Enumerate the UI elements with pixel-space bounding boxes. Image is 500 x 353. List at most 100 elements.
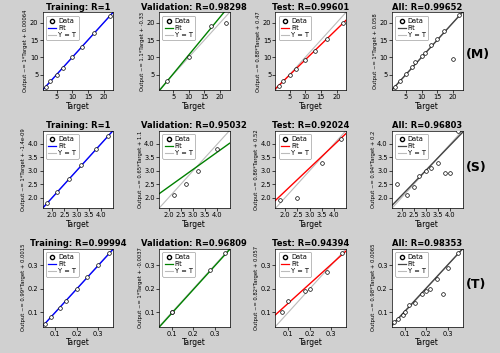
Point: [47, 314, 55, 320]
Y-axis label: Output ~= 0.98*Target + 0.0065: Output ~= 0.98*Target + 0.0065: [370, 244, 376, 331]
Point: [433, 276, 441, 282]
Legend: Data, Fit, Y = T: Data, Fit, Y = T: [395, 16, 428, 40]
Point: [439, 291, 447, 297]
Point: [310, 48, 318, 54]
Point: [418, 291, 426, 297]
Point: [194, 168, 202, 174]
Legend: Data, Fit, Y = T: Data, Fit, Y = T: [279, 16, 312, 40]
Point: [185, 54, 193, 60]
X-axis label: Target: Target: [66, 102, 90, 111]
Point: [440, 29, 448, 34]
Title: Validation: R=0.95032: Validation: R=0.95032: [142, 121, 247, 130]
Point: [40, 321, 48, 327]
Point: [46, 79, 54, 84]
Point: [427, 42, 435, 48]
Y-axis label: Output ~= 0.86*Target + 0.52: Output ~= 0.86*Target + 0.52: [254, 129, 260, 210]
Point: [418, 53, 426, 58]
Point: [456, 13, 464, 18]
Point: [163, 79, 171, 84]
Point: [84, 274, 92, 280]
Point: [393, 181, 401, 187]
Y-axis label: Output ~= 1*Target + -0.0037: Output ~= 1*Target + -0.0037: [138, 247, 143, 328]
Point: [294, 195, 302, 201]
Title: Test: R=0.92024: Test: R=0.92024: [272, 121, 349, 130]
X-axis label: Target: Target: [299, 102, 322, 111]
Point: [400, 310, 408, 315]
Point: [276, 197, 284, 203]
X-axis label: Target: Target: [416, 220, 439, 229]
Point: [90, 30, 98, 36]
Y-axis label: Output ~= 0.99*Target + 0.0015: Output ~= 0.99*Target + 0.0015: [22, 244, 26, 331]
Legend: Data, Fit, Y = T: Data, Fit, Y = T: [395, 134, 428, 158]
Title: Validation: R=0.96809: Validation: R=0.96809: [142, 239, 247, 248]
Point: [412, 300, 420, 306]
Point: [427, 165, 435, 171]
Point: [449, 56, 457, 62]
Point: [53, 190, 61, 195]
Y-axis label: Output ~= 1*Target + 0.058: Output ~= 1*Target + 0.058: [373, 13, 378, 89]
Point: [72, 286, 80, 292]
Point: [280, 78, 287, 84]
Legend: Data, Fit, Y = T: Data, Fit, Y = T: [162, 134, 195, 158]
X-axis label: Target: Target: [182, 102, 206, 111]
X-axis label: Target: Target: [299, 220, 322, 229]
Point: [434, 160, 442, 166]
Point: [410, 184, 418, 190]
Point: [405, 303, 413, 308]
Point: [68, 54, 76, 60]
Point: [278, 310, 286, 315]
X-axis label: Target: Target: [416, 102, 439, 111]
Legend: Data, Fit, Y = T: Data, Fit, Y = T: [395, 252, 428, 277]
Legend: Data, Fit, Y = T: Data, Fit, Y = T: [162, 16, 195, 40]
Y-axis label: Output ~= 1*Target + 0.00064: Output ~= 1*Target + 0.00064: [24, 10, 28, 92]
Y-axis label: Output ~= 1*Target + -1.4e-09: Output ~= 1*Target + -1.4e-09: [22, 128, 26, 211]
Y-axis label: Output ~= 0.82*Target + 0.057: Output ~= 0.82*Target + 0.057: [254, 246, 260, 330]
Point: [168, 310, 176, 315]
Title: All: R=0.99652: All: R=0.99652: [392, 2, 462, 12]
Point: [78, 44, 86, 50]
X-axis label: Target: Target: [66, 220, 90, 229]
Point: [92, 146, 100, 152]
Point: [104, 133, 112, 139]
Point: [106, 13, 114, 19]
Title: Test: R=0.99601: Test: R=0.99601: [272, 2, 349, 12]
Point: [170, 192, 177, 198]
Point: [444, 265, 452, 270]
X-axis label: Target: Target: [66, 338, 90, 347]
Point: [222, 251, 230, 256]
Point: [292, 66, 300, 72]
Point: [306, 286, 314, 292]
Point: [408, 65, 416, 70]
Point: [339, 20, 347, 26]
Y-axis label: Output ~= 0.65*Target + 1.1: Output ~= 0.65*Target + 1.1: [138, 131, 143, 208]
Point: [274, 83, 282, 89]
Legend: Data, Fit, Y = T: Data, Fit, Y = T: [279, 134, 312, 158]
Point: [338, 251, 346, 256]
Y-axis label: Output ~= 0.94*Target + 0.2: Output ~= 0.94*Target + 0.2: [370, 131, 376, 208]
Point: [56, 305, 64, 311]
X-axis label: Target: Target: [299, 338, 322, 347]
Point: [94, 262, 102, 268]
Point: [105, 251, 113, 256]
Text: (T): (T): [466, 278, 486, 291]
Point: [66, 176, 74, 182]
Legend: Data, Fit, Y = T: Data, Fit, Y = T: [279, 252, 312, 277]
Text: (S): (S): [466, 161, 487, 174]
Point: [301, 57, 309, 62]
X-axis label: Target: Target: [416, 338, 439, 347]
Point: [396, 78, 404, 84]
Point: [323, 269, 331, 275]
Point: [52, 72, 60, 77]
X-axis label: Target: Target: [182, 220, 206, 229]
Legend: Data, Fit, Y = T: Data, Fit, Y = T: [46, 252, 78, 277]
Title: Validation: R=0.98298: Validation: R=0.98298: [142, 2, 247, 12]
Point: [182, 181, 190, 187]
Title: Training: R=1: Training: R=1: [46, 121, 110, 130]
Point: [446, 170, 454, 176]
Legend: Data, Fit, Y = T: Data, Fit, Y = T: [162, 252, 195, 277]
Point: [442, 170, 450, 176]
Point: [78, 163, 86, 168]
Text: (M): (M): [466, 48, 490, 61]
Point: [214, 146, 222, 152]
Point: [206, 23, 214, 29]
